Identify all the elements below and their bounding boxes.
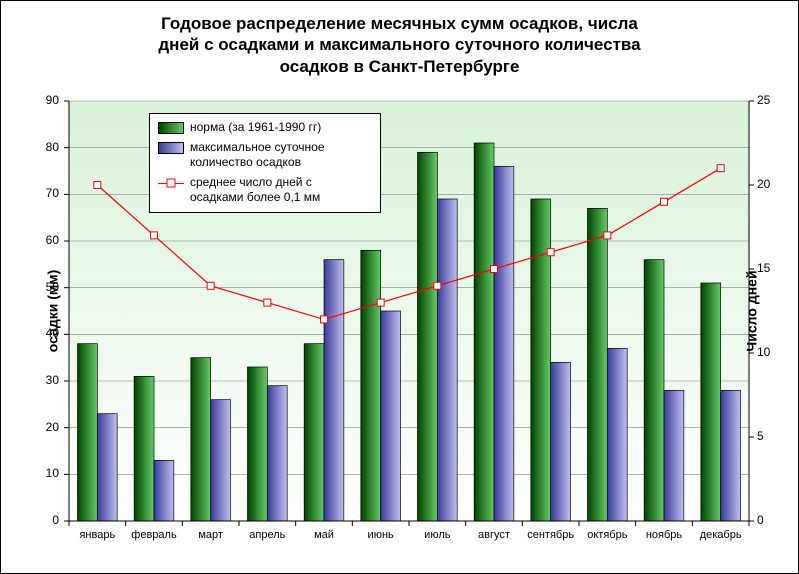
legend-label: максимальное суточное количество осадков — [190, 140, 325, 171]
y-left-tick-label: 60 — [46, 233, 59, 247]
legend-item-days: среднее число дней с осадками более 0,1 … — [158, 175, 372, 206]
bar-max-daily — [551, 362, 571, 521]
y-right-tick-label: 25 — [757, 93, 770, 107]
x-tick-label: май — [314, 529, 334, 541]
marker-days — [491, 266, 498, 273]
bar-norma — [588, 208, 608, 521]
marker-days — [604, 232, 611, 239]
bar-norma — [248, 367, 268, 521]
legend-item-norma: норма (за 1961-1990 гг) — [158, 120, 372, 136]
marker-days — [207, 282, 214, 289]
title-line: осадков в Санкт-Петербурге — [280, 57, 520, 76]
bar-max-daily — [97, 414, 117, 521]
bar-max-daily — [381, 311, 401, 521]
y-left-tick-label: 0 — [52, 513, 59, 527]
title-line: Годовое распределение месячных сумм осад… — [161, 14, 638, 33]
bar-max-daily — [324, 260, 344, 521]
x-tick-label: сентябрь — [527, 529, 574, 541]
bar-norma — [701, 283, 721, 521]
x-tick-label: июль — [424, 529, 450, 541]
y-left-tick-label: 20 — [46, 420, 59, 434]
y-left-tick-label: 70 — [46, 186, 59, 200]
marker-days — [94, 182, 101, 189]
x-tick-label: июнь — [368, 529, 394, 541]
y-right-axis-label: Число дней — [743, 270, 759, 351]
y-right-tick-label: 0 — [757, 513, 764, 527]
y-right-tick-label: 20 — [757, 177, 770, 191]
chart-figure: Годовое распределение месячных сумм осад… — [0, 0, 799, 574]
marker-days — [321, 316, 328, 323]
bar-max-daily — [494, 166, 514, 521]
marker-days — [547, 249, 554, 256]
y-left-tick-label: 80 — [46, 140, 59, 154]
y-left-tick-label: 10 — [46, 466, 59, 480]
bar-max-daily — [267, 386, 287, 521]
marker-days — [377, 299, 384, 306]
legend-swatch-norma — [158, 122, 184, 134]
title-line: дней с осадками и максимального суточног… — [158, 35, 640, 54]
chart-title: Годовое распределение месячных сумм осад… — [1, 13, 798, 77]
legend-label: норма (за 1961-1990 гг) — [190, 120, 321, 136]
bar-max-daily — [664, 390, 684, 521]
x-tick-label: апрель — [249, 529, 285, 541]
legend: норма (за 1961-1990 гг) максимальное сут… — [149, 113, 381, 213]
x-tick-label: ноябрь — [646, 529, 682, 541]
bar-norma — [531, 199, 551, 521]
bar-norma — [134, 376, 154, 521]
bar-max-daily — [607, 348, 627, 521]
bar-norma — [474, 143, 494, 521]
bar-max-daily — [721, 390, 741, 521]
y-right-tick-label: 5 — [757, 429, 764, 443]
marker-days — [717, 165, 724, 172]
legend-label: среднее число дней с осадками более 0,1 … — [190, 175, 320, 206]
x-tick-label: декабрь — [700, 529, 742, 541]
bar-norma — [361, 250, 381, 521]
x-tick-label: август — [478, 529, 510, 541]
x-tick-label: октябрь — [587, 529, 627, 541]
bar-norma — [644, 260, 664, 521]
bar-norma — [304, 344, 324, 521]
x-tick-label: январь — [79, 529, 115, 541]
bar-norma — [418, 152, 438, 521]
legend-item-max-daily: максимальное суточное количество осадков — [158, 140, 372, 171]
bar-max-daily — [437, 199, 457, 521]
legend-swatch-days — [158, 177, 184, 189]
marker-days — [264, 299, 271, 306]
bar-norma — [191, 358, 211, 521]
marker-days — [434, 282, 441, 289]
y-left-tick-label: 90 — [46, 93, 59, 107]
marker-days — [151, 232, 158, 239]
bar-norma — [78, 344, 98, 521]
x-tick-label: март — [198, 529, 223, 541]
legend-swatch-max-daily — [158, 142, 184, 154]
bar-max-daily — [211, 400, 231, 521]
x-tick-label: февраль — [131, 529, 176, 541]
y-left-axis-label: осадки (мм) — [44, 270, 60, 353]
y-left-tick-label: 30 — [46, 373, 59, 387]
bar-max-daily — [154, 460, 174, 521]
marker-days — [661, 198, 668, 205]
